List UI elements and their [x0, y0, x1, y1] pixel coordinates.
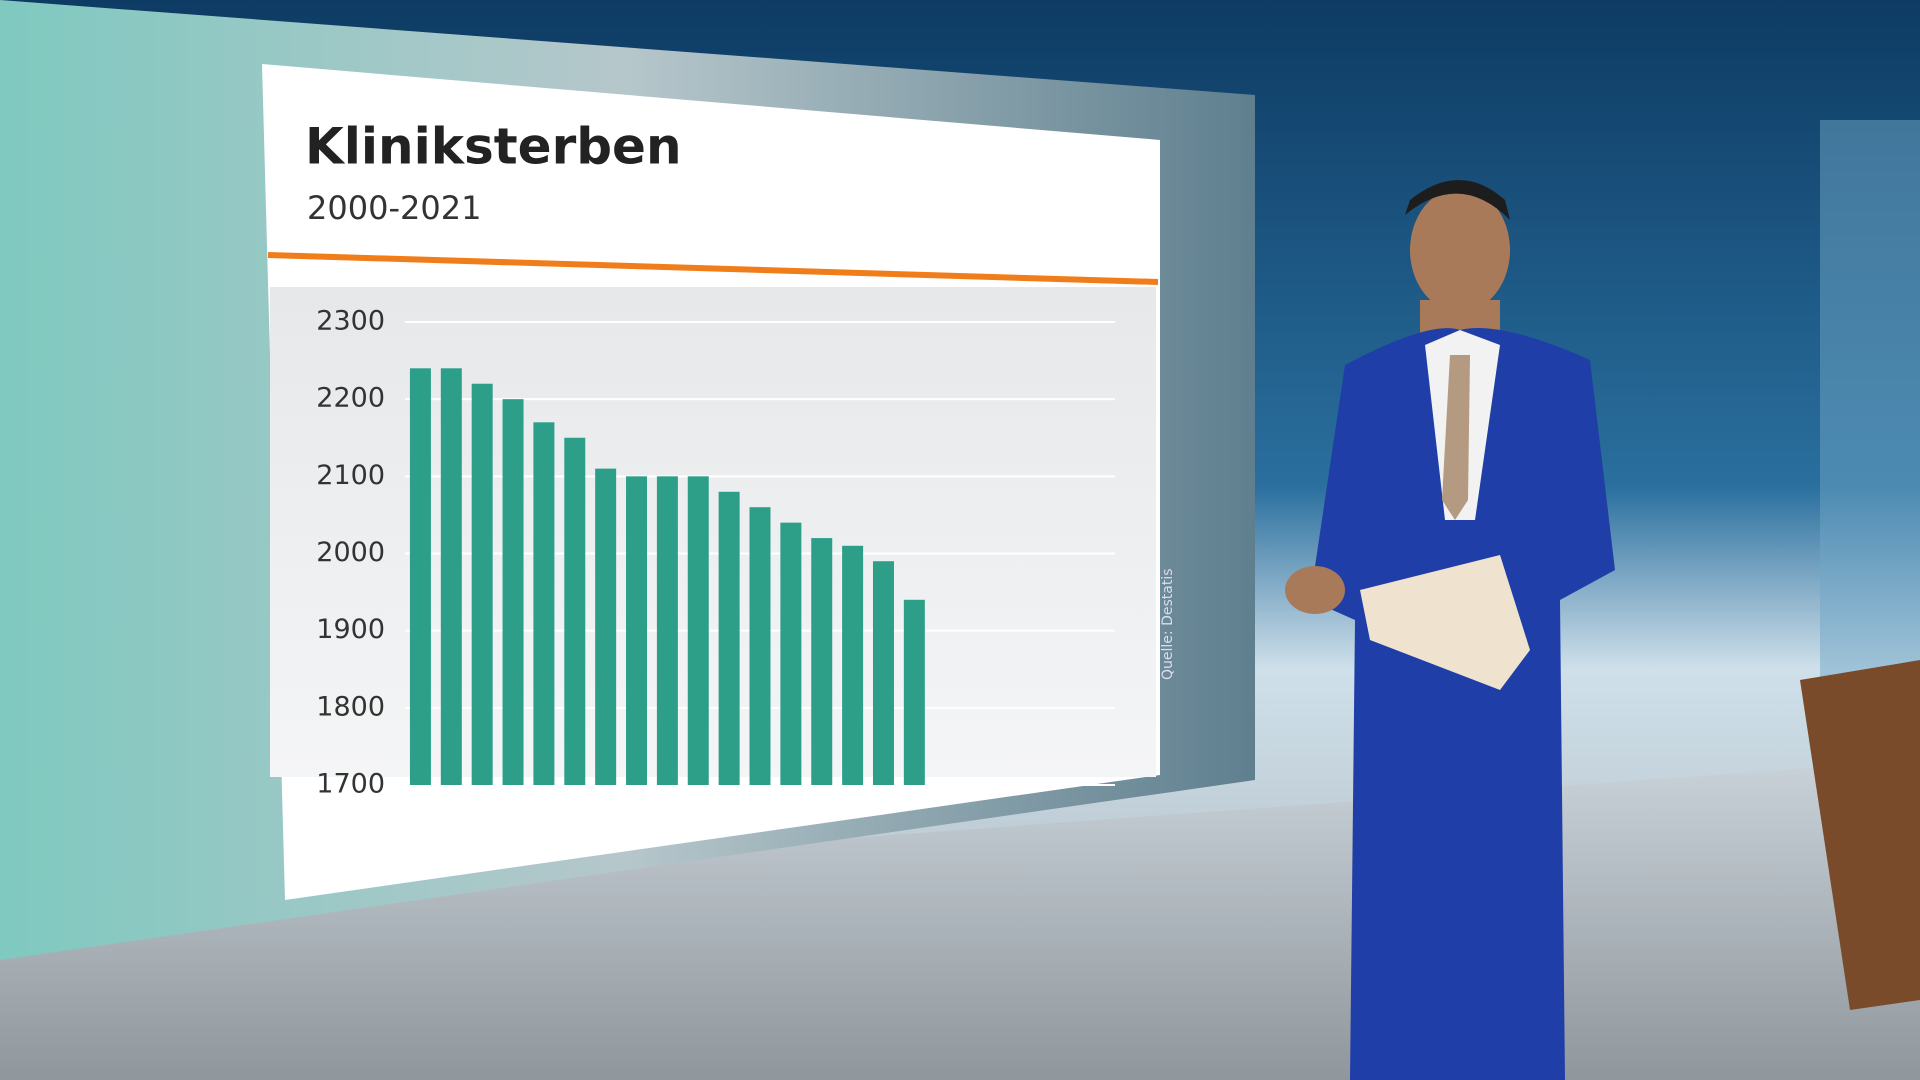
- bar: [718, 491, 740, 785]
- bar: [842, 545, 864, 785]
- bar: [533, 422, 555, 785]
- presenter-tie: [1442, 355, 1470, 520]
- bar: [687, 476, 709, 785]
- desk: [1800, 660, 1920, 1010]
- title-rule: [267, 252, 1159, 285]
- bar: [502, 399, 524, 785]
- presenter-suit: [1310, 328, 1615, 1080]
- y-tick-label: 2000: [316, 537, 385, 568]
- bar: [595, 468, 617, 785]
- plot-background: [270, 287, 1156, 777]
- bar: [749, 507, 771, 785]
- chart-subtitle: 2000-2021: [307, 189, 481, 227]
- source-note: Quelle: Destatis: [1160, 569, 1176, 681]
- presenter-head: [1410, 188, 1510, 312]
- bar: [564, 437, 586, 785]
- presenter-hand: [1285, 566, 1345, 614]
- presenter-papers: [1360, 555, 1530, 690]
- bar: [440, 368, 462, 785]
- bar: [656, 476, 678, 785]
- y-tick-label: 2200: [316, 383, 385, 414]
- bar: [811, 538, 833, 785]
- bar: [903, 599, 925, 785]
- y-tick-label: 1700: [316, 769, 385, 800]
- glass-panel: [1820, 120, 1920, 740]
- bar: [471, 383, 493, 785]
- presenter-hair: [1405, 180, 1510, 220]
- chart: Kliniksterben 2000-2021 Quelle: Destatis…: [262, 64, 1176, 900]
- y-tick-label: 2300: [316, 306, 385, 337]
- bar: [872, 561, 894, 785]
- y-tick-label: 2100: [316, 460, 385, 491]
- bar: [780, 522, 802, 785]
- bar: [409, 368, 431, 785]
- y-tick-label: 1800: [316, 691, 385, 722]
- presenter: [1285, 180, 1615, 1080]
- y-tick-label: 1900: [316, 614, 385, 645]
- chart-title: Kliniksterben: [305, 118, 682, 176]
- bar: [626, 476, 648, 785]
